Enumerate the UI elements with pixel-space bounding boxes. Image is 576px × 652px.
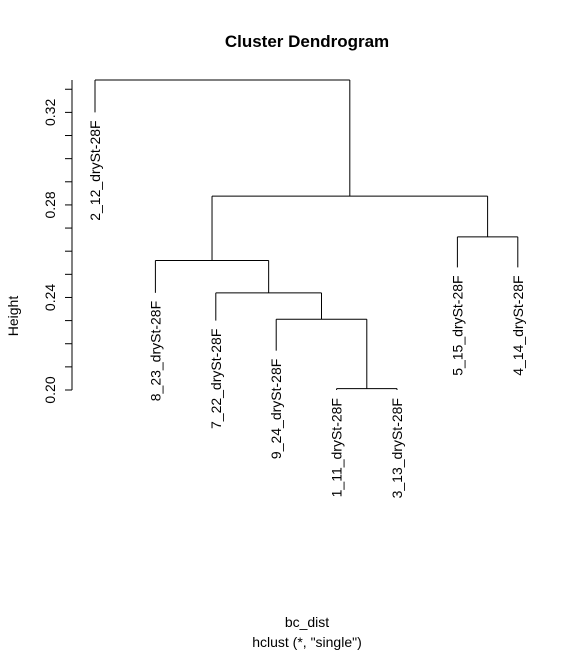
- x-axis-label: bc_dist: [285, 614, 329, 630]
- leaf-label: 8_23_drySt-28F: [147, 301, 163, 401]
- leaf-labels: 2_12_drySt-28F 8_23_drySt-28F 7_22_drySt-2…: [87, 120, 526, 498]
- y-tick-label: 0.32: [42, 99, 58, 126]
- chart-title: Cluster Dendrogram: [225, 32, 389, 51]
- leaf-label: 1_11_drySt-28F: [329, 398, 345, 497]
- leaf-label: 5_15_drySt-28F: [449, 275, 465, 375]
- y-tick-label: 0.24: [42, 284, 58, 311]
- leaf-label: 9_24_drySt-28F: [268, 359, 284, 459]
- leaf-label: 3_13_drySt-28F: [389, 398, 405, 498]
- leaf-label: 2_12_drySt-28F: [87, 120, 103, 220]
- leaf-label: 7_22_drySt-28F: [208, 329, 224, 429]
- leaf-label: 4_14_drySt-28F: [510, 275, 526, 375]
- y-axis: 0.20 0.24 0.28 0.32: [42, 80, 72, 404]
- y-axis-label: Height: [5, 296, 21, 337]
- y-tick-label: 0.20: [42, 376, 58, 403]
- method-sublabel: hclust (*, "single"): [252, 634, 362, 650]
- y-tick-label: 0.28: [42, 191, 58, 218]
